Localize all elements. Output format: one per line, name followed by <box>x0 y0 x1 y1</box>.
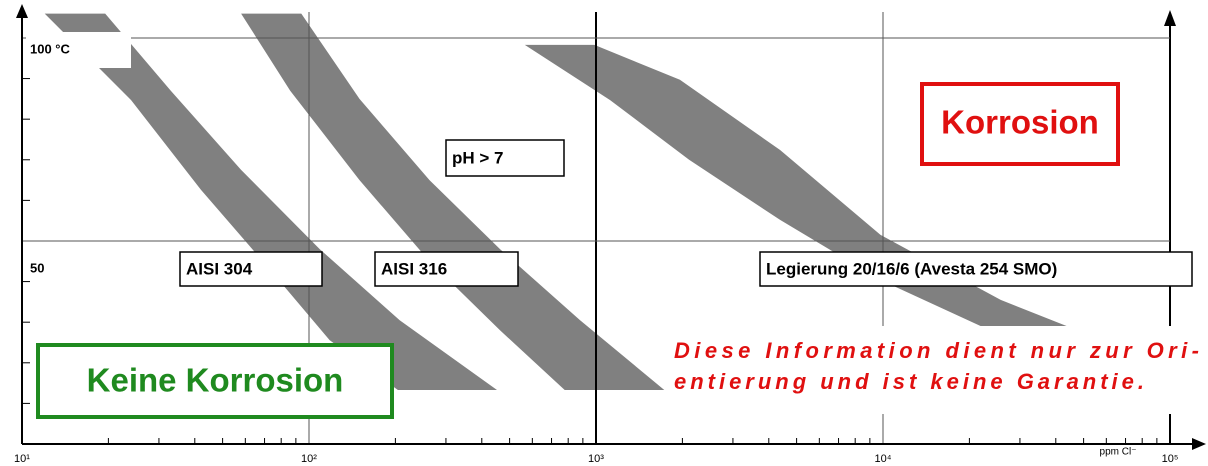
series-label: Legierung 20/16/6 (Avesta 254 SMO) <box>766 259 1057 278</box>
x-tick-label: 10² <box>301 453 317 465</box>
x-tick-label: 10¹ <box>14 453 30 465</box>
series-label: AISI 304 <box>186 259 253 278</box>
band <box>241 13 665 390</box>
ph-box <box>445 139 565 177</box>
x-tick-label: 10⁴ <box>875 453 892 465</box>
ph-label: pH > 7 <box>452 148 504 167</box>
series-label: AISI 316 <box>381 259 447 278</box>
y-label-box <box>26 32 131 68</box>
note-text: entierung und ist keine Garantie. <box>674 369 1144 394</box>
x-axis-label: ppm Cl⁻ <box>1100 447 1137 458</box>
band <box>44 13 497 390</box>
series-label-box <box>179 251 323 287</box>
y-tick-label: 100 °C <box>30 41 71 56</box>
series-label-box <box>374 251 519 287</box>
y-axis-arrow <box>16 4 28 18</box>
x-tick-label: 10³ <box>588 453 604 465</box>
note-box <box>666 326 1206 414</box>
right-axis-arrow <box>1164 10 1176 26</box>
corrosion-label: Korrosion <box>941 104 1099 141</box>
no-corrosion-box <box>36 343 394 419</box>
x-tick-label: 10⁵ <box>1162 453 1179 465</box>
y-tick-label: 50 <box>30 260 44 275</box>
no-corrosion-label: Keine Korrosion <box>87 362 344 399</box>
band <box>524 44 1072 328</box>
x-axis-arrow <box>1192 438 1206 450</box>
corrosion-box <box>920 82 1120 166</box>
series-label-box <box>759 251 1193 287</box>
